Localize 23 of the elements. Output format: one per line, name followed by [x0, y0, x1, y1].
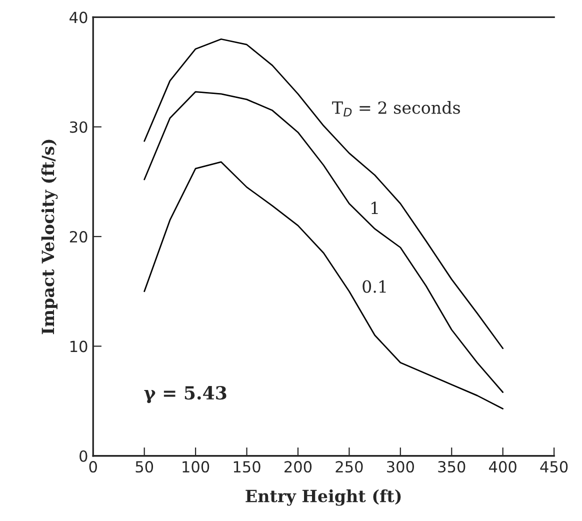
x-tick-label: 400	[489, 461, 516, 473]
series-label: 0.1	[362, 280, 386, 293]
line-series	[144, 38, 504, 350]
series-label: T$_{D}$ = 2 seconds	[332, 101, 460, 116]
series-label: 1	[372, 202, 378, 214]
x-tick-label: 350	[438, 461, 466, 473]
y-tick-label: 0	[80, 450, 88, 462]
x-tick-label: 100	[182, 461, 210, 473]
x-tick-label: 150	[234, 461, 260, 473]
y-tick-label: 40	[70, 12, 88, 24]
line-series	[144, 161, 504, 410]
x-tick-label: 200	[284, 461, 312, 473]
y-tick-label: 10	[70, 340, 88, 352]
annotation: γ = 5.43	[144, 386, 226, 404]
x-tick-label: 300	[387, 461, 414, 473]
y-axis-title: Impact Velocity (ft/s)	[41, 140, 58, 334]
y-tick-label: 20	[70, 231, 88, 243]
x-tick-label: 250	[336, 461, 363, 473]
x-tick-label: 0	[89, 461, 97, 473]
x-axis-title: Entry Height (ft)	[246, 489, 401, 506]
x-tick-label: 50	[136, 461, 154, 473]
y-tick-label: 30	[70, 121, 88, 133]
x-tick-label: 450	[540, 461, 568, 473]
